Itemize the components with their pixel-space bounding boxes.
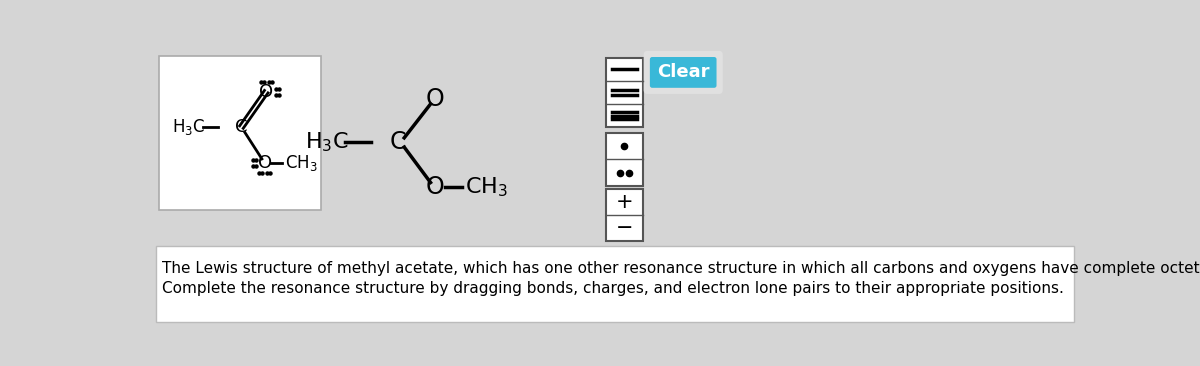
FancyBboxPatch shape (643, 51, 722, 94)
Text: H$_3$C: H$_3$C (305, 131, 349, 154)
FancyBboxPatch shape (650, 57, 716, 88)
Text: O: O (426, 175, 444, 199)
Text: H$_3$C: H$_3$C (172, 117, 205, 137)
Text: O: O (258, 154, 271, 172)
Bar (160, 56, 320, 210)
Text: Clear: Clear (656, 63, 709, 81)
Text: +: + (616, 192, 634, 212)
Text: C: C (235, 118, 247, 136)
Bar (606, 189, 643, 241)
FancyBboxPatch shape (156, 246, 1074, 322)
Text: Complete the resonance structure by dragging bonds, charges, and electron lone p: Complete the resonance structure by drag… (162, 281, 1064, 296)
Text: O: O (426, 87, 444, 111)
Text: O: O (259, 83, 274, 101)
Text: −: − (616, 218, 634, 238)
Text: CH$_3$: CH$_3$ (284, 153, 318, 173)
Bar (606, 133, 643, 186)
Text: CH$_3$: CH$_3$ (464, 175, 508, 199)
Text: The Lewis structure of methyl acetate, which has one other resonance structure i: The Lewis structure of methyl acetate, w… (162, 261, 1200, 276)
Bar (606, 58, 643, 127)
Text: C: C (390, 131, 407, 154)
